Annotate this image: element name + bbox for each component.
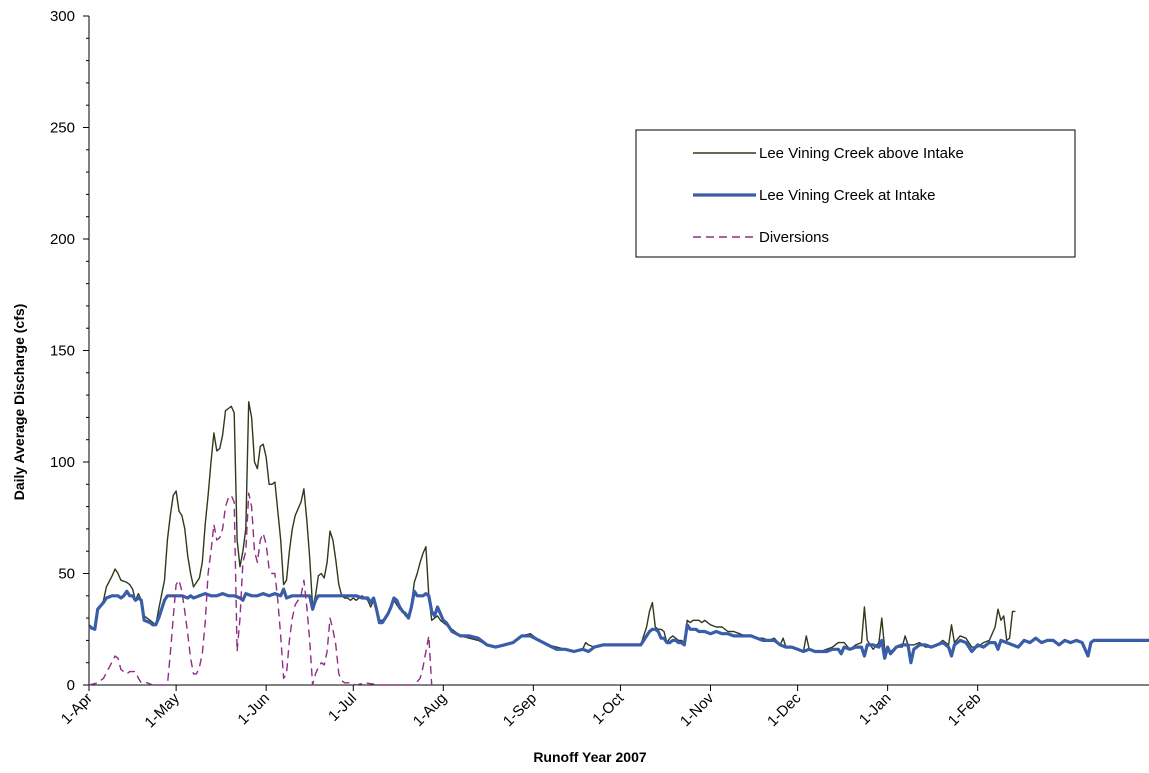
x-tick-label: 1-Apr xyxy=(58,690,96,728)
series-line-1 xyxy=(88,401,1016,653)
y-tick-label: 100 xyxy=(50,454,75,471)
y-tick-label: 300 xyxy=(50,8,75,25)
x-tick-label: 1-Jul xyxy=(325,690,360,725)
y-axis-title: Daily Average Discharge (cfs) xyxy=(11,304,27,501)
y-tick-label: 200 xyxy=(50,231,75,248)
x-tick-label: 1-Aug xyxy=(410,690,450,730)
series-line-3 xyxy=(88,492,433,686)
series-layer xyxy=(88,401,1149,686)
x-tick-label: 1-Jun xyxy=(234,690,273,729)
x-tick-label: 1-Jan xyxy=(856,690,895,729)
x-tick-label: 1-Nov xyxy=(677,689,718,730)
x-tick-label: 1-May xyxy=(141,689,183,731)
x-axis-title: Runoff Year 2007 xyxy=(533,749,647,765)
y-tick-label: 250 xyxy=(50,120,75,137)
legend-label: Lee Vining Creek above Intake xyxy=(759,145,964,162)
y-axis: 0 50 100 150 200 250 300 xyxy=(50,8,90,694)
x-tick-label: 1-Feb xyxy=(945,690,985,730)
y-tick-label: 0 xyxy=(67,677,75,694)
series-line-2 xyxy=(88,587,1149,665)
x-tick-label: 1-Sep xyxy=(500,690,540,730)
x-axis: 1-Apr 1-May 1-Jun 1-Jul 1-Aug 1-Sep 1-Oct 1-Nov… xyxy=(58,684,1149,731)
y-tick-label: 150 xyxy=(50,343,75,360)
y-tick-label: 50 xyxy=(58,566,75,583)
legend: Lee Vining Creek above Intake Lee Vining … xyxy=(635,129,1076,258)
legend-label: Lee Vining Creek at Intake xyxy=(759,187,936,204)
x-tick-label: 1-Oct xyxy=(589,689,628,728)
legend-label: Diversions xyxy=(759,229,829,246)
x-tick-label: 1-Dec xyxy=(764,689,805,730)
